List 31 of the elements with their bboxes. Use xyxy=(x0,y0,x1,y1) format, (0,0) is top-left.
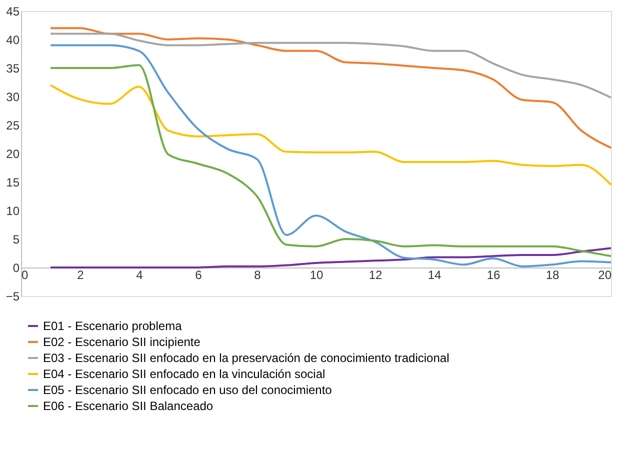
legend-label: E04 - Escenario SII enfocado en la vinculación social xyxy=(43,367,326,381)
legend-label: E06 - Escenario SII Balanceado xyxy=(43,399,214,413)
y-tick-label: 40 xyxy=(6,33,20,47)
y-tick-label: 5 xyxy=(12,232,20,246)
y-tick-label: 10 xyxy=(6,204,20,218)
legend-label: E03 - Escenario SII enfocado en la preservación de conocimiento tradicional xyxy=(43,351,450,365)
line-series xyxy=(50,32,612,99)
y-tick-label: −5 xyxy=(6,290,20,304)
y-tick-label: 15 xyxy=(6,176,20,190)
legend-label: E01 - Escenario problema xyxy=(43,319,182,333)
x-tick-label: 14 xyxy=(428,268,442,282)
legend-label: E02 - Escenario SII incipiente xyxy=(43,335,201,349)
x-tick-label: 0 xyxy=(22,268,28,282)
y-tick-label: 45 xyxy=(6,4,20,18)
y-tick-label: 30 xyxy=(6,90,20,104)
x-tick-label: 16 xyxy=(486,268,500,282)
x-tick-label: 20 xyxy=(598,268,612,282)
line-series xyxy=(50,247,612,268)
line-series xyxy=(50,84,612,186)
x-tick-label: 18 xyxy=(546,268,560,282)
legend-label: E05 - Escenario SII enfocado en uso del conocimiento xyxy=(43,383,332,397)
y-tick-label: 20 xyxy=(6,147,20,161)
x-tick-label: 6 xyxy=(195,268,202,282)
line-series xyxy=(50,27,612,149)
x-tick-label: 4 xyxy=(136,268,144,282)
y-tick-label: 25 xyxy=(6,118,20,132)
x-tick-label: 10 xyxy=(310,268,324,282)
x-tick-label: 12 xyxy=(368,268,382,282)
x-tick-label: 8 xyxy=(254,268,262,282)
x-tick-label: 2 xyxy=(77,268,84,282)
y-tick-label: 35 xyxy=(6,62,20,76)
